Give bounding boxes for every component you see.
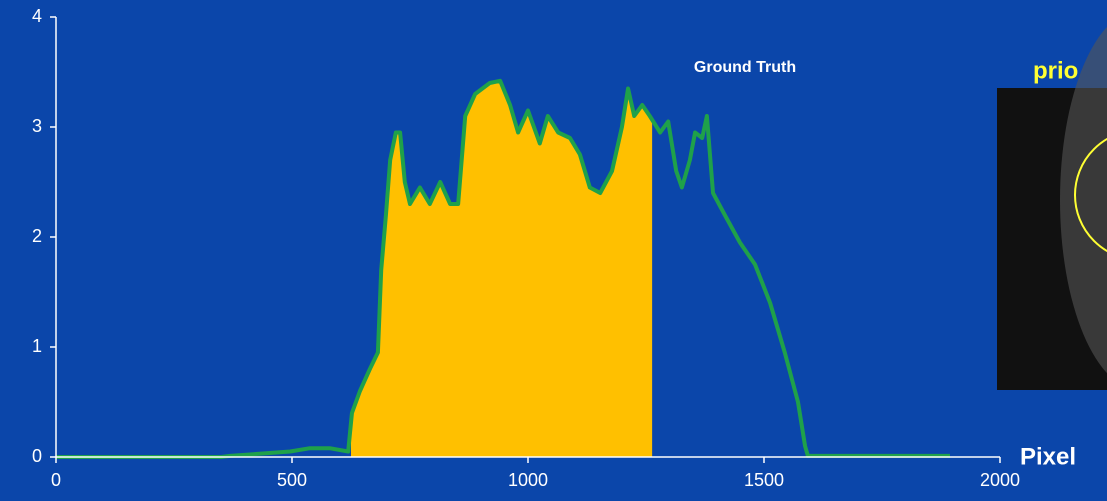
x-tick-label: 0 (51, 470, 61, 490)
shaded-area (351, 80, 653, 458)
ct-circle (1074, 137, 1107, 253)
x-tick-label: 500 (277, 470, 307, 490)
x-axis-label: Pixel (1020, 443, 1076, 470)
x-tick-label: 2000 (980, 470, 1020, 490)
ct-body (1060, 26, 1107, 374)
side-label: prio (1033, 57, 1078, 84)
y-tick-label: 0 (32, 446, 42, 466)
annotation: Ground Truth (694, 59, 796, 76)
y-tick-label: 1 (32, 336, 42, 356)
data-line (56, 78, 950, 459)
y-tick-label: 2 (32, 226, 42, 246)
y-tick-label: 3 (32, 116, 42, 136)
x-tick-label: 1000 (508, 470, 548, 490)
x-tick-label: 1500 (744, 470, 784, 490)
y-tick-label: 4 (32, 6, 42, 26)
